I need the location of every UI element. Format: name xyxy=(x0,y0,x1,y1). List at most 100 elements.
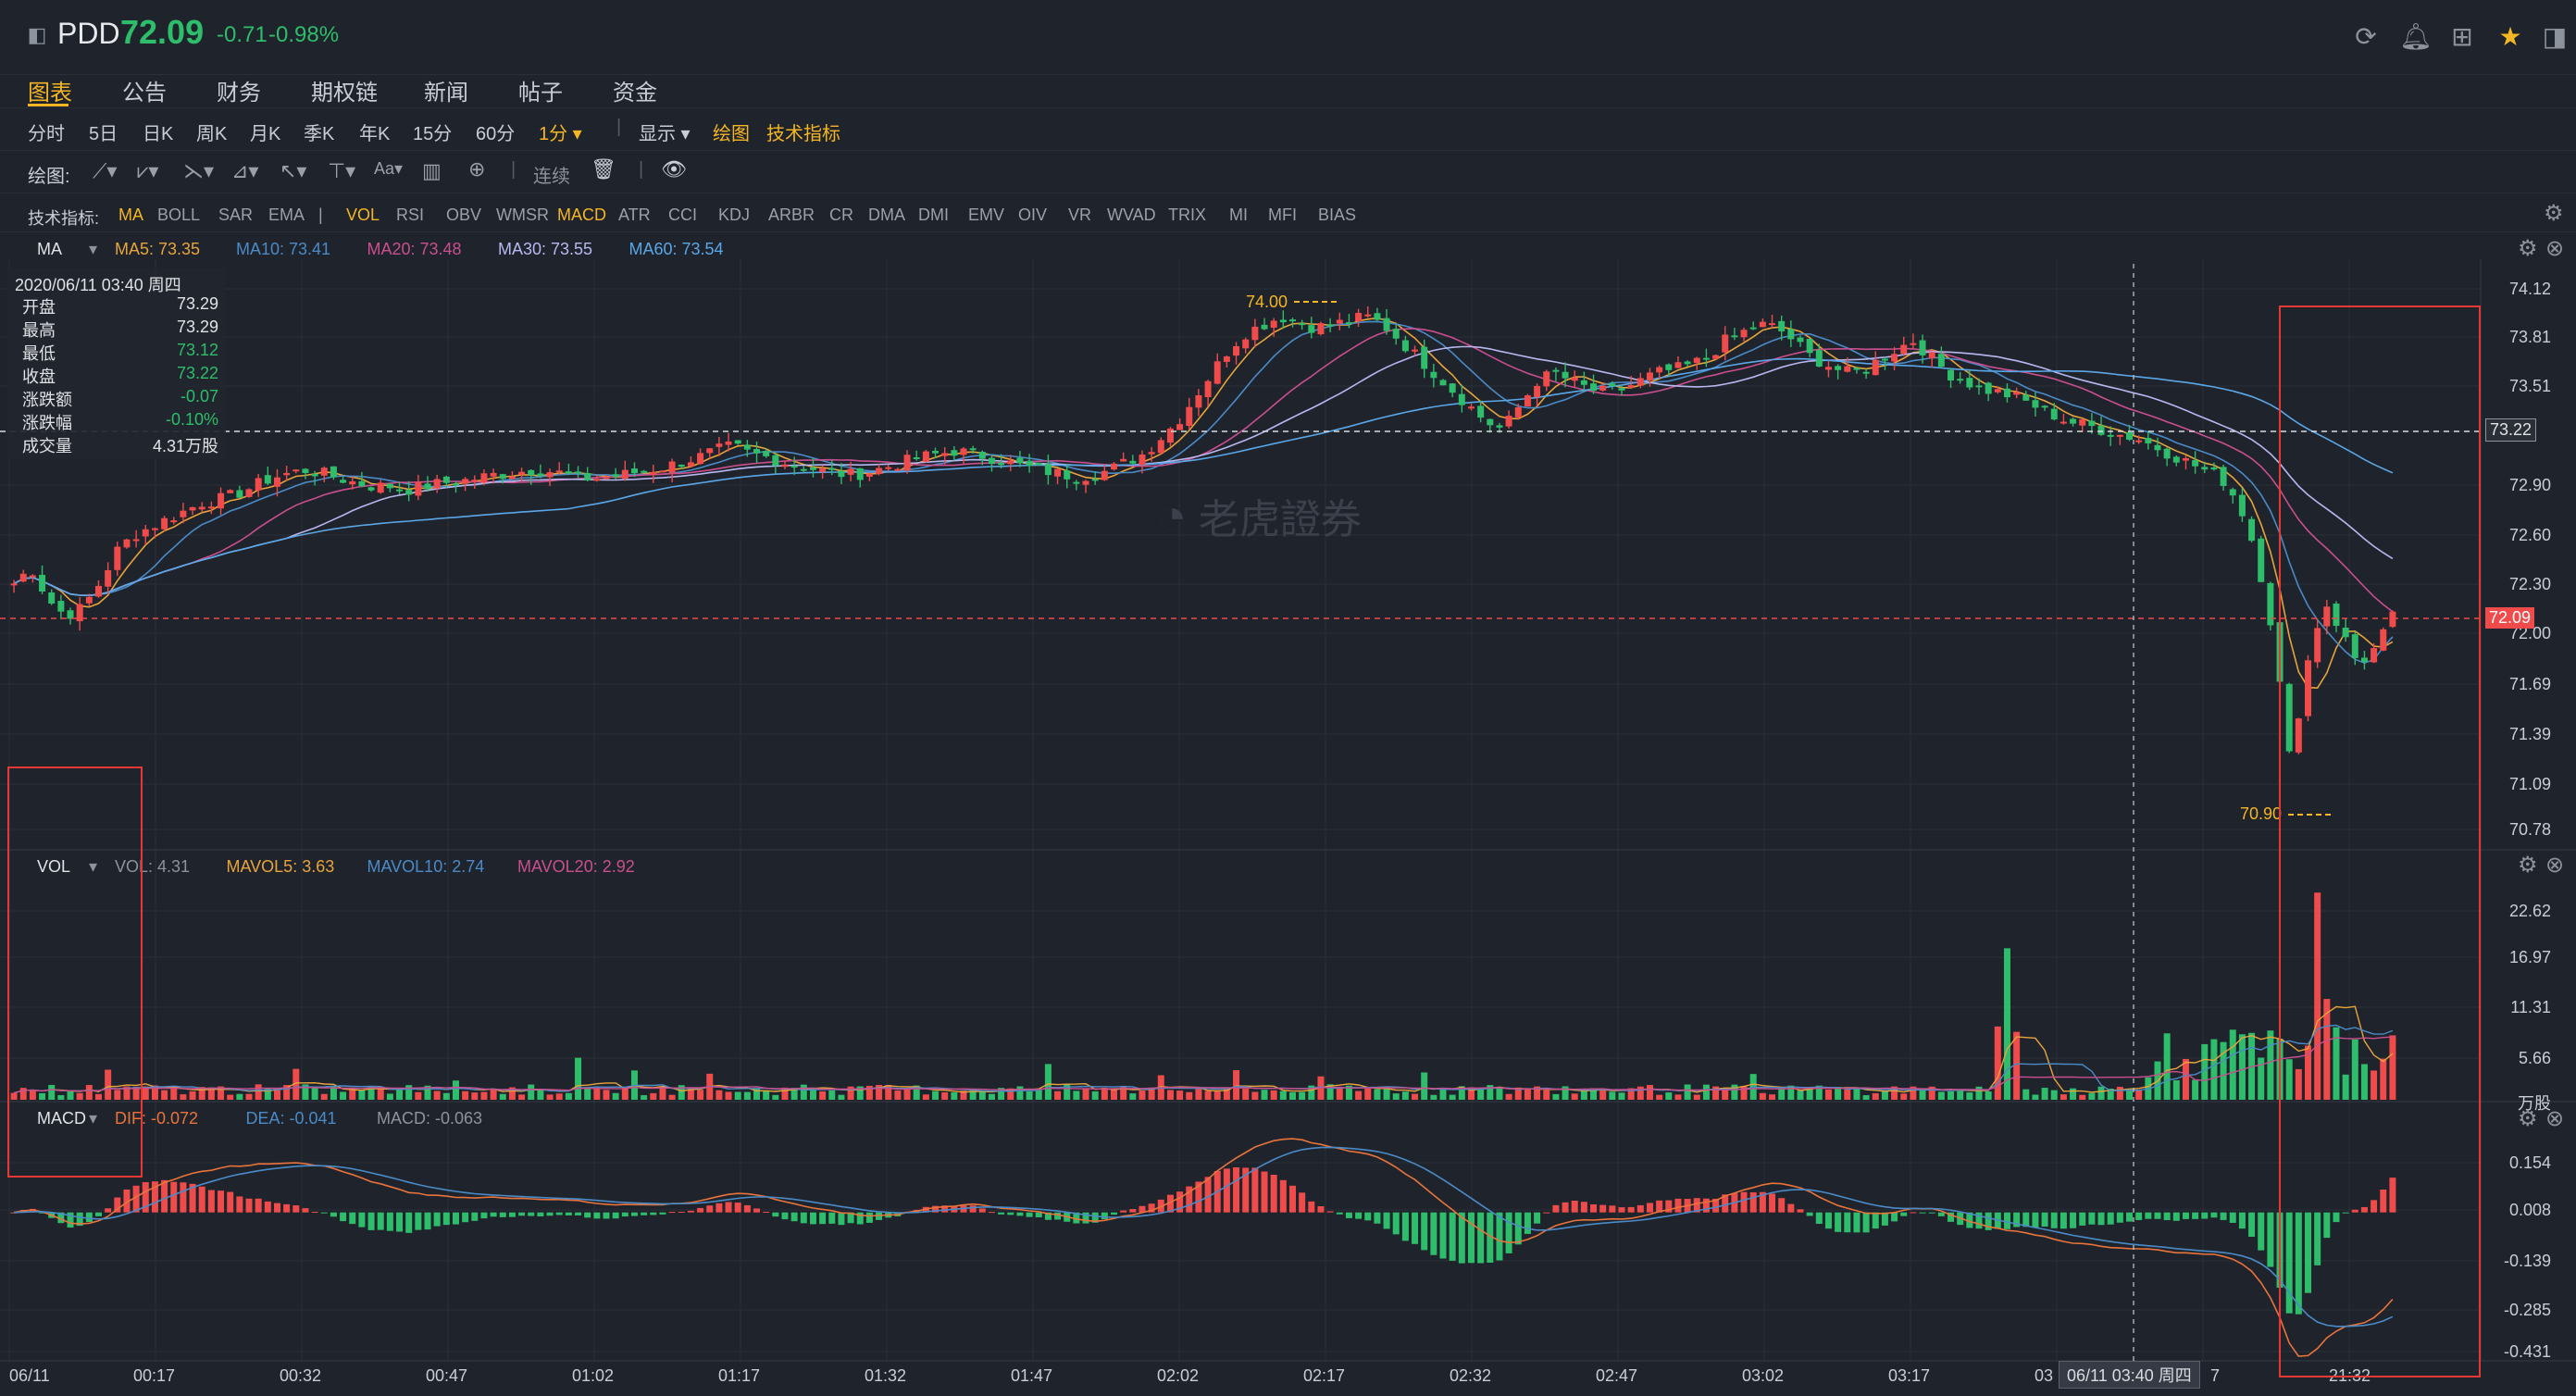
zoom-icon[interactable]: ⊕ xyxy=(468,157,486,181)
indicator-macd[interactable]: MACD xyxy=(557,206,606,224)
candle-body xyxy=(1712,355,1720,359)
candle-body xyxy=(1064,470,1071,480)
volume-bar xyxy=(1534,1086,1541,1100)
indicator-vr[interactable]: VR xyxy=(1068,206,1092,224)
period-monthly[interactable]: 月K xyxy=(250,124,281,144)
indicator-ma[interactable]: MA xyxy=(118,206,143,224)
indicator-settings-icon[interactable]: ⚙ xyxy=(2544,201,2564,226)
macd-bar xyxy=(630,1212,638,1216)
macd-legend-name[interactable]: MACD xyxy=(37,1109,86,1128)
ma-close-icon[interactable]: ⊗ xyxy=(2545,236,2565,261)
tab-announcements[interactable]: 公告 xyxy=(122,81,167,106)
tech-indicator-toggle[interactable]: 技术指标 xyxy=(766,124,840,144)
fib-tool-icon[interactable]: ⊿▾ xyxy=(231,159,259,182)
indicator-mi[interactable]: MI xyxy=(1229,206,1248,224)
panel-toggle-icon[interactable]: ◨ xyxy=(2542,22,2568,51)
text-tool-icon[interactable]: Aa▾ xyxy=(374,159,404,178)
vol-dropdown-icon[interactable]: ▾ xyxy=(89,857,98,876)
indicator-kdj[interactable]: KDJ xyxy=(718,206,751,224)
volume-bars xyxy=(10,892,2396,1100)
measure-tool-icon[interactable]: ⊤▾ xyxy=(328,159,356,182)
indicator-mfi[interactable]: MFI xyxy=(1268,206,1297,224)
eye-icon[interactable]: 👁︎ xyxy=(661,157,687,181)
period-1min[interactable]: 1分 ▾ xyxy=(539,124,582,144)
candle-body xyxy=(1824,367,1832,370)
volume-bar xyxy=(2258,1057,2265,1100)
period-5day[interactable]: 5日 xyxy=(89,124,118,144)
macd-dropdown-icon[interactable]: ▾ xyxy=(89,1109,98,1128)
display-dropdown[interactable]: 显示 ▾ xyxy=(639,124,691,144)
period-60min[interactable]: 60分 xyxy=(476,124,516,144)
ma-dropdown-icon[interactable]: ▾ xyxy=(89,240,98,258)
indicator-wmsr[interactable]: WMSR xyxy=(496,206,549,224)
vol-close-icon[interactable]: ⊗ xyxy=(2545,853,2565,878)
volume-bar xyxy=(132,1086,140,1100)
period-weekly[interactable]: 周K xyxy=(196,124,228,144)
macd-close-icon[interactable]: ⊗ xyxy=(2545,1106,2565,1131)
indicator-atr[interactable]: ATR xyxy=(618,206,651,224)
indicator-vol[interactable]: VOL xyxy=(346,206,380,224)
period-yearly[interactable]: 年K xyxy=(359,124,391,144)
trash-icon[interactable]: 🗑︎ xyxy=(591,157,616,181)
line-tool-icon[interactable]: ⟋▾ xyxy=(93,159,118,182)
indicator-cr[interactable]: CR xyxy=(829,206,853,224)
indicator-bias[interactable]: BIAS xyxy=(1318,206,1357,224)
period-15min[interactable]: 15分 xyxy=(413,124,453,144)
macd-bar xyxy=(1872,1212,1879,1229)
volume-bar xyxy=(772,1094,779,1100)
tab-chart[interactable]: 图表 xyxy=(28,81,72,106)
volume-bar xyxy=(1091,1091,1099,1100)
candle-body xyxy=(1505,416,1512,427)
indicator-sar[interactable]: SAR xyxy=(218,206,254,224)
grid-icon[interactable]: ⊞ xyxy=(2451,22,2473,51)
indicator-oiv[interactable]: OIV xyxy=(1018,206,1048,224)
indicator-dma[interactable]: DMA xyxy=(868,206,905,224)
star-icon[interactable]: ★ xyxy=(2498,22,2522,51)
arrow-tool-icon[interactable]: ↖▾ xyxy=(280,159,307,182)
tab-capital[interactable]: 资金 xyxy=(613,81,657,106)
vol-legend-name[interactable]: VOL xyxy=(37,857,71,876)
indicator-ema[interactable]: EMA xyxy=(268,206,305,224)
fork-tool-icon[interactable]: ⋋▾ xyxy=(183,159,215,182)
indicator-rsi[interactable]: RSI xyxy=(396,206,425,224)
macd-bar xyxy=(1835,1212,1842,1232)
volume-bar xyxy=(753,1088,761,1100)
indicator-cci[interactable]: CCI xyxy=(668,206,697,224)
time-axis-label: 02:32 xyxy=(1450,1366,1492,1385)
bar-chart-icon[interactable]: ▥ xyxy=(422,159,442,182)
macd-bar xyxy=(114,1197,121,1213)
last-price: 72.09 xyxy=(120,13,205,51)
vol-settings-icon[interactable]: ⚙ xyxy=(2518,853,2538,878)
tab-options[interactable]: 期权链 xyxy=(311,81,378,106)
bell-icon[interactable]: 🔔︎ xyxy=(2399,22,2433,51)
refresh-icon[interactable]: ⟳ xyxy=(2355,22,2377,51)
candle-body xyxy=(603,477,610,480)
volume-bar xyxy=(743,1091,751,1100)
indicator-emv[interactable]: EMV xyxy=(968,206,1005,224)
indicator-boll[interactable]: BOLL xyxy=(157,206,201,224)
tab-posts[interactable]: 帖子 xyxy=(518,81,563,106)
indicator-wvad[interactable]: WVAD xyxy=(1107,206,1156,224)
indicator-arbr[interactable]: ARBR xyxy=(768,206,815,224)
indicator-trix[interactable]: TRIX xyxy=(1168,206,1207,224)
period-timeshare[interactable]: 分时 xyxy=(28,124,65,144)
sidebar-toggle-icon[interactable]: ◧ xyxy=(27,23,47,46)
volume-bar xyxy=(1035,1090,1042,1100)
channel-tool-icon[interactable]: ⩗▾ xyxy=(137,159,159,182)
continuous-toggle[interactable]: 连续 xyxy=(533,167,570,187)
tab-news[interactable]: 新闻 xyxy=(424,81,468,106)
period-quarterly[interactable]: 季K xyxy=(304,124,335,144)
macd-settings-icon[interactable]: ⚙ xyxy=(2518,1106,2538,1131)
tab-financials[interactable]: 财务 xyxy=(217,81,261,106)
indicator-obv[interactable]: OBV xyxy=(446,206,482,224)
ma-settings-icon[interactable]: ⚙ xyxy=(2518,236,2538,261)
candle-body xyxy=(1044,464,1052,476)
macd-bar xyxy=(2229,1212,2236,1223)
indicator-dmi[interactable]: DMI xyxy=(918,206,949,224)
draw-toggle[interactable]: 绘图 xyxy=(713,124,750,144)
ma-legend-name[interactable]: MA xyxy=(37,240,62,258)
period-daily[interactable]: 日K xyxy=(143,124,174,144)
candle-body xyxy=(1806,338,1813,354)
macd-bar xyxy=(1787,1203,1795,1213)
